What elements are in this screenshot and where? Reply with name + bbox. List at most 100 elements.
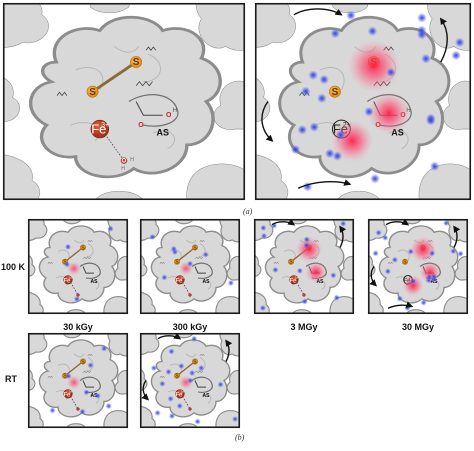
electron-radical [375, 229, 382, 236]
neighbour-protein [216, 297, 240, 314]
side-chain [159, 261, 165, 264]
electron-radical [87, 362, 94, 369]
sulfur-label: S [175, 260, 179, 266]
protein-fold [398, 250, 409, 261]
dose-label-30mgy: 30 MGy [401, 322, 434, 332]
iron-atom-oxidised [63, 389, 73, 399]
water-oxygen [76, 407, 80, 411]
neighbour-protein [444, 297, 468, 314]
electron-radical [190, 335, 198, 343]
active-site-atoms: S S Fe3+ AS [159, 353, 210, 411]
water-oxygen [302, 293, 306, 297]
side-chain [82, 370, 92, 374]
neighbour-protein [448, 219, 468, 242]
neighbour-protein [290, 219, 306, 224]
electron-radical [451, 50, 462, 61]
conformational-change-arrow [141, 381, 149, 401]
active-site-cleft [192, 263, 212, 278]
radical-hotspot [305, 261, 327, 283]
conformational-change-arrow [453, 225, 461, 248]
neighbour-protein [368, 253, 375, 276]
electron-radical [428, 250, 436, 257]
neighbour-protein [28, 367, 35, 390]
water-oxygen [120, 157, 128, 164]
neighbour-protein [140, 333, 159, 354]
sulfur-label: S [63, 374, 67, 380]
part-label-b: (b) [235, 433, 245, 442]
sulfur-label: S [289, 260, 293, 266]
conformational-change-arrow [386, 219, 410, 226]
conformational-change-arrow [294, 3, 344, 17]
water-hydrogen: H [121, 166, 125, 172]
side-chain [82, 256, 92, 260]
active-site-cleft [129, 95, 178, 127]
electron-radical [384, 268, 392, 275]
protein-fold [74, 354, 84, 357]
electron-radical [159, 380, 166, 387]
electron-radical [176, 402, 183, 410]
neighbour-protein [104, 411, 128, 428]
panel-b-100k-300kgy: S S Fe3+ AS [139, 218, 241, 315]
active-site-cleft [192, 377, 212, 392]
electron-radical [416, 12, 427, 23]
side-chain [47, 375, 53, 378]
electron-radical [49, 407, 56, 414]
electron-radical [335, 129, 346, 140]
active-site-atoms: S S Fe3+ AS [159, 239, 210, 297]
protein-layer [254, 219, 354, 314]
active-site-label: AS [156, 127, 169, 137]
neighbour-protein [214, 81, 245, 130]
neighbour-protein [28, 219, 47, 240]
electron-radical [332, 151, 343, 162]
electron-radical [94, 392, 101, 399]
panel-frame [27, 332, 129, 429]
electron-radical [149, 233, 156, 241]
panel-frame [367, 218, 469, 315]
electron-radical [429, 161, 440, 172]
electron-radical [79, 408, 86, 415]
electron-radical [407, 248, 414, 255]
neighbour-protein [3, 3, 49, 47]
electron-radical [161, 274, 168, 281]
electron-radical [170, 245, 178, 253]
side-chain [87, 353, 93, 357]
electron-radical [385, 67, 396, 78]
sulfur-atom [328, 85, 341, 98]
active-site-label: AS [91, 279, 99, 285]
neighbour-protein [404, 219, 420, 224]
neighbour-protein [178, 424, 198, 428]
dose-label-300kgy: 300 kGy [172, 322, 208, 332]
sulfur-atom [191, 244, 199, 251]
electron-radical [83, 389, 90, 396]
electron-radical [303, 236, 311, 243]
protein-fold [202, 395, 211, 404]
neighbour-protein [196, 3, 245, 50]
active-site-label: AS [91, 393, 99, 399]
neighbour-protein [254, 253, 261, 276]
panel-content: SSFe2+AS [368, 219, 468, 314]
electron-radical [382, 234, 389, 241]
protein-fold [143, 54, 160, 82]
part-label-a: (a) [243, 207, 253, 216]
electron-radical [231, 415, 239, 423]
protein-fold [186, 354, 196, 357]
conformational-change-arrow [225, 339, 233, 362]
iron-atom-oxidised [175, 275, 185, 285]
conformational-change-arrow [258, 102, 275, 143]
coordination-bond [70, 282, 79, 296]
neighbour-protein [368, 219, 387, 240]
electron-radical [364, 106, 375, 117]
neighbour-protein [337, 191, 380, 200]
radical-hotspot [368, 92, 410, 135]
electron-radical [333, 294, 340, 301]
iron-atom-oxidised [63, 275, 73, 285]
panel-frame [253, 218, 355, 315]
panel-b-100k-30mgy: SSFe2+AS [367, 218, 469, 315]
neighbour-protein [443, 81, 471, 130]
protein-fold [74, 240, 84, 243]
sulfur-label: S [175, 374, 179, 380]
electron-radical [345, 10, 356, 21]
